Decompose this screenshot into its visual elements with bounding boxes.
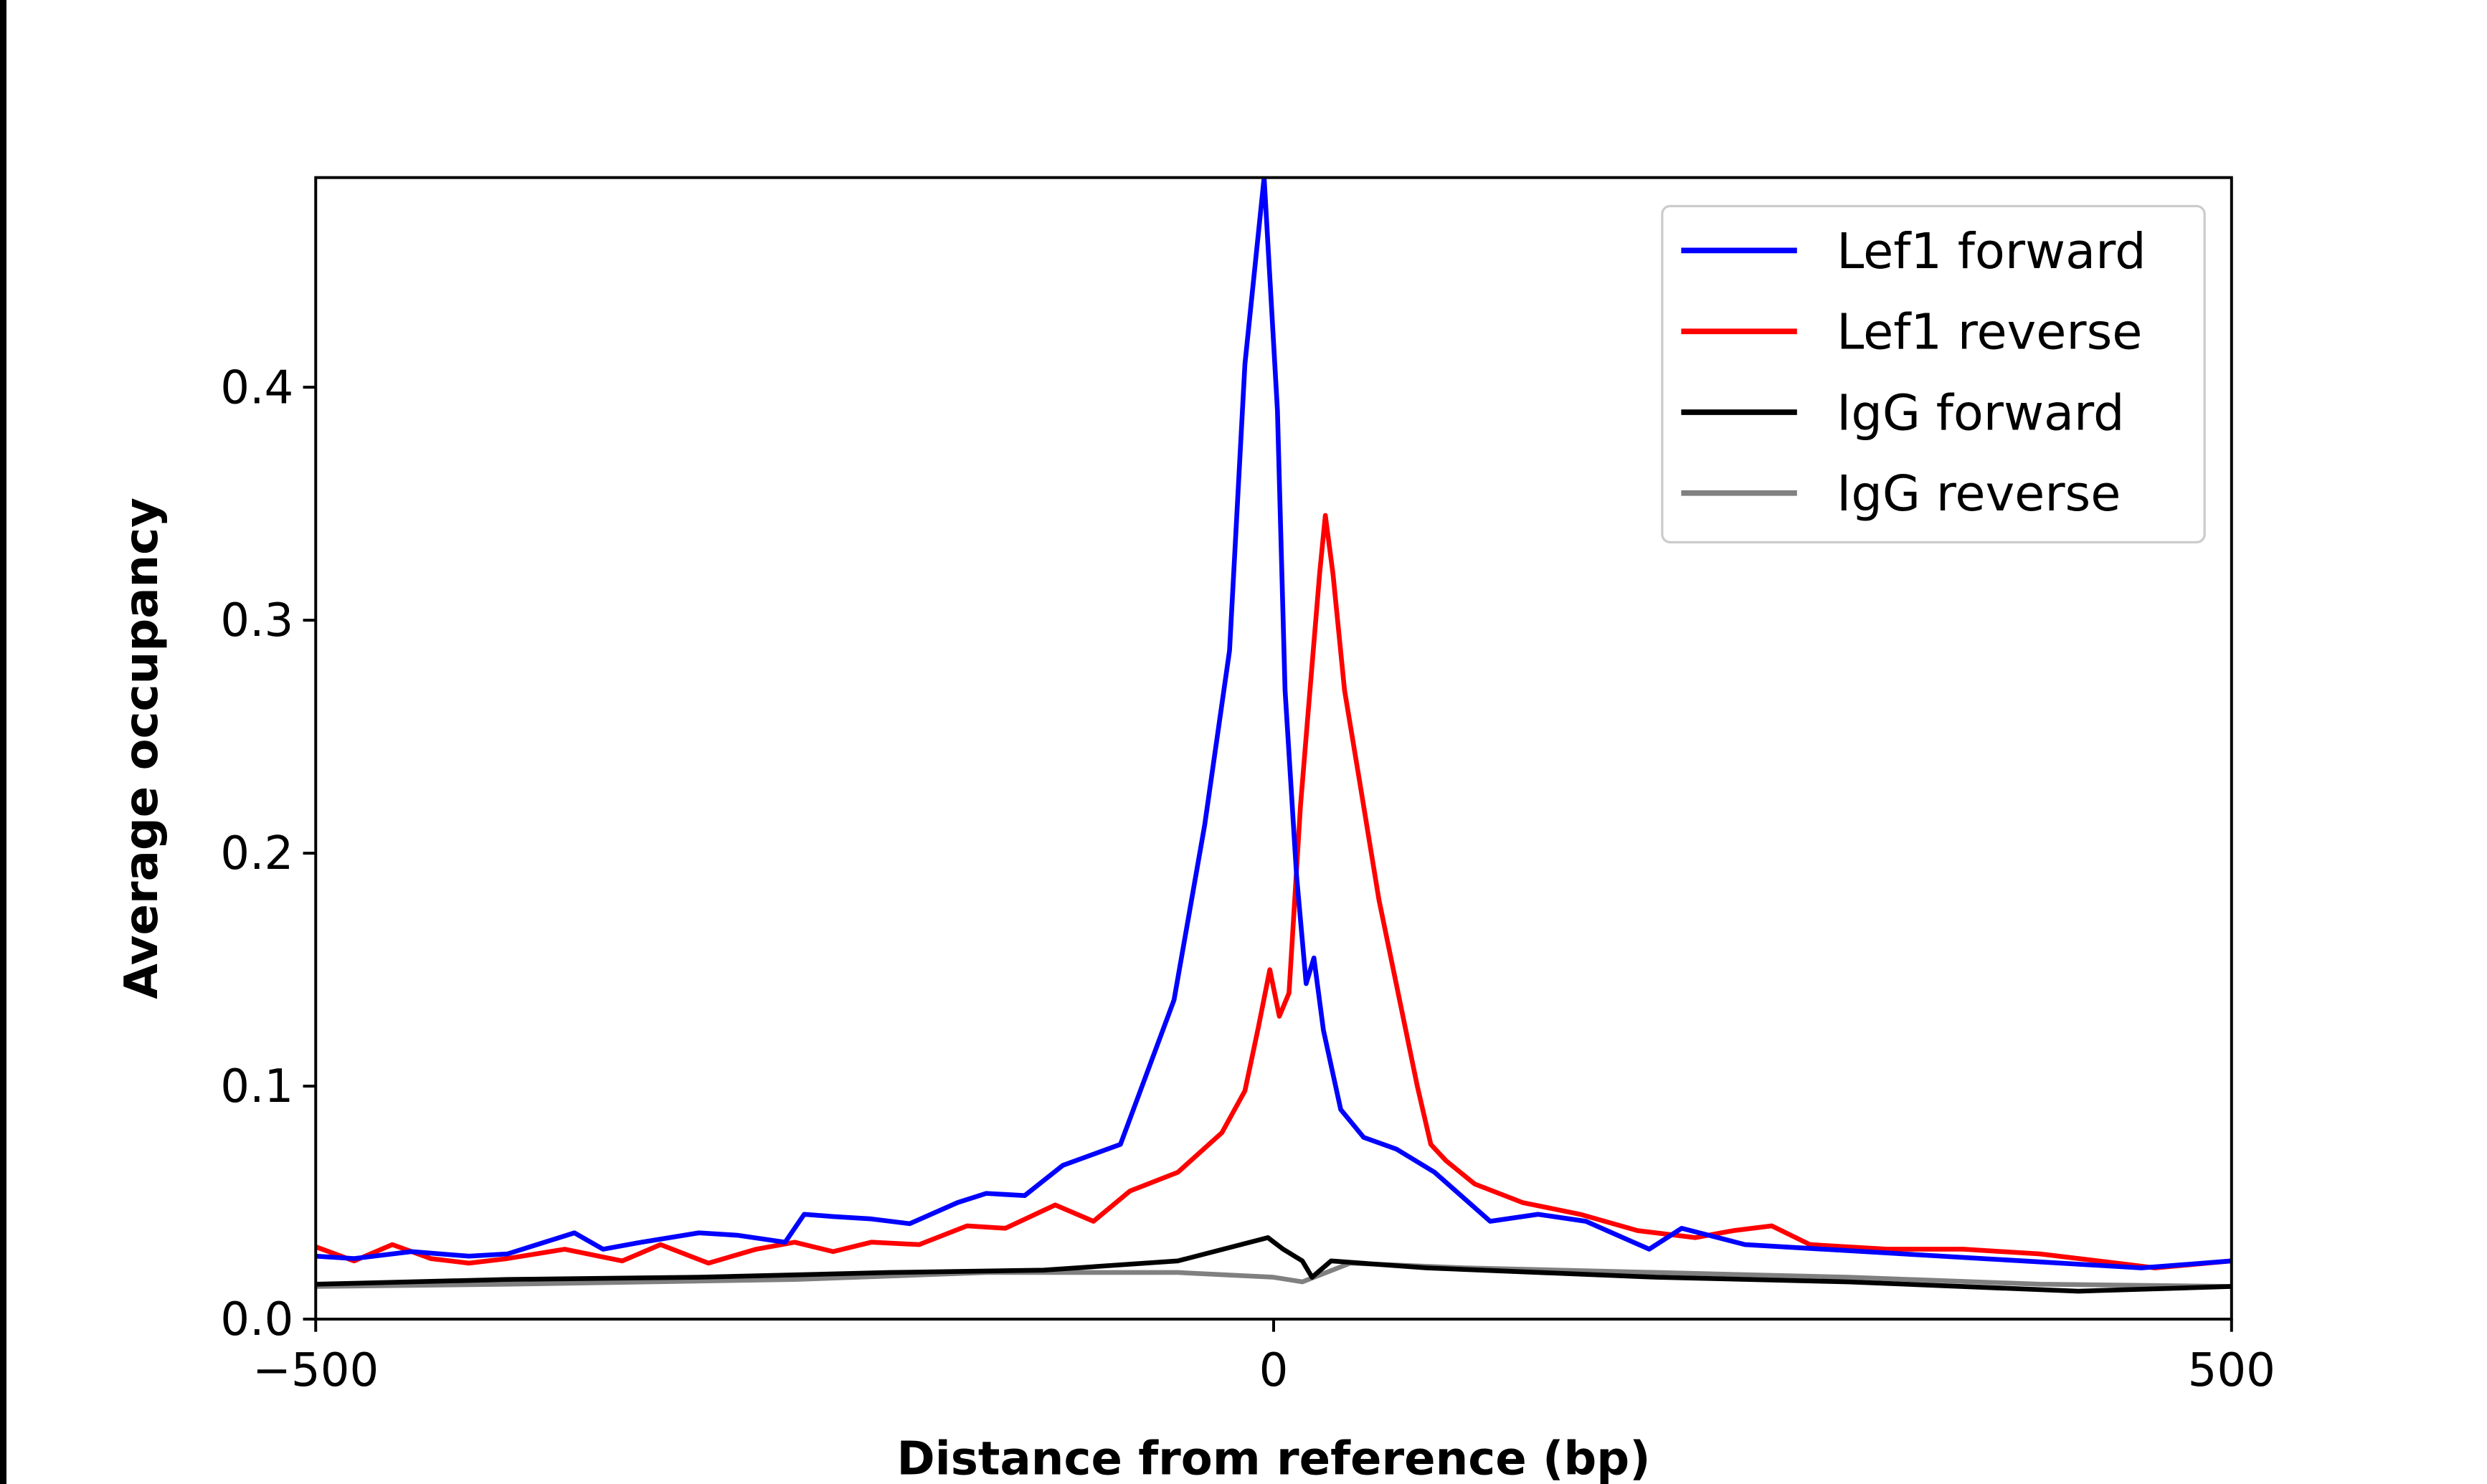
legend-label: IgG forward [1837, 384, 2124, 442]
x-tick-label: 0 [1259, 1343, 1289, 1397]
legend-label: Lef1 forward [1837, 223, 2146, 280]
left-border [0, 0, 6, 1484]
y-tick-label: 0.0 [220, 1293, 293, 1346]
series-layer [316, 177, 2232, 1294]
legend-label: Lef1 reverse [1837, 304, 2142, 361]
series-line-lef1-reverse [316, 513, 2232, 1270]
series-line-lef1-forward [316, 177, 2232, 1270]
ticks-layer: −500 0 500 0.0 0.1 0.2 0.3 0.4 [220, 361, 2275, 1397]
x-axis-label: Distance from reference (bp) [897, 1432, 1651, 1484]
series-line-igg-reverse [316, 1260, 2232, 1289]
y-tick-label: 0.2 [220, 827, 293, 880]
y-tick-label: 0.1 [220, 1060, 293, 1113]
x-tick-label: 500 [2188, 1343, 2275, 1397]
series-line-igg-forward [316, 1235, 2232, 1294]
legend-label: IgG reverse [1837, 465, 2121, 523]
x-tick-label: −500 [252, 1343, 379, 1397]
y-tick-label: 0.4 [220, 361, 293, 414]
legend-box [1661, 204, 2206, 544]
y-axis-label: Average occupancy [115, 498, 169, 999]
y-tick-label: 0.3 [220, 594, 293, 647]
legend: Lef1 forward Lef1 reverse IgG forward IgG r… [1661, 204, 2206, 544]
